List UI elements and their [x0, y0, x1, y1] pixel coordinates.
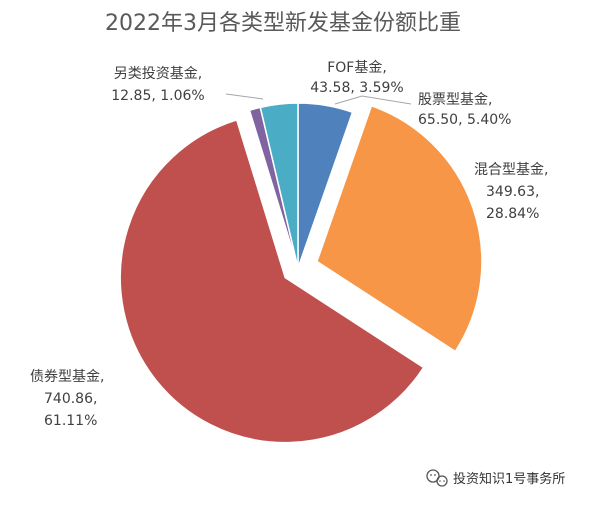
data-label-mixed-line-2: 28.84% — [486, 206, 539, 222]
data-label-mixed-line-0: 混合型基金, — [474, 161, 548, 178]
wechat-icon — [426, 469, 448, 487]
watermark: 投资知识1号事务所 — [426, 469, 565, 487]
data-label-bond-line-2: 61.11% — [44, 413, 97, 429]
data-label-stock-line-1: 65.50, 5.40% — [418, 112, 511, 128]
pie-slices — [119, 102, 483, 444]
leader-lines — [225, 93, 412, 105]
data-label-mixed-line-1: 349.63, — [486, 184, 539, 200]
data-label-stock-line-0: 股票型基金, — [418, 91, 492, 108]
watermark-text: 投资知识1号事务所 — [453, 471, 565, 487]
pie-slice-bond — [119, 118, 425, 444]
chart-title: 2022年3月各类型新发基金份额比重 — [105, 11, 461, 36]
leader-line-0 — [334, 95, 412, 105]
pie-slice-teal — [259, 102, 299, 269]
data-label-fof-line-1: 43.58, 3.59% — [310, 80, 403, 96]
data-label-alt-line-1: 12.85, 1.06% — [111, 88, 204, 104]
data-labels: FOF基金, 43.58, 3.59% 股票型基金, 65.50, 5.40% 混合型基… — [30, 59, 548, 429]
leader-line-1 — [225, 93, 264, 100]
data-label-fof-line-0: FOF基金, — [327, 59, 387, 76]
data-label-bond-line-0: 债券型基金, — [30, 368, 104, 385]
data-label-alt-line-0: 另类投资基金, — [114, 65, 202, 82]
pie-slice-mixed — [316, 104, 483, 353]
data-label-bond-line-1: 740.86, — [44, 391, 97, 407]
